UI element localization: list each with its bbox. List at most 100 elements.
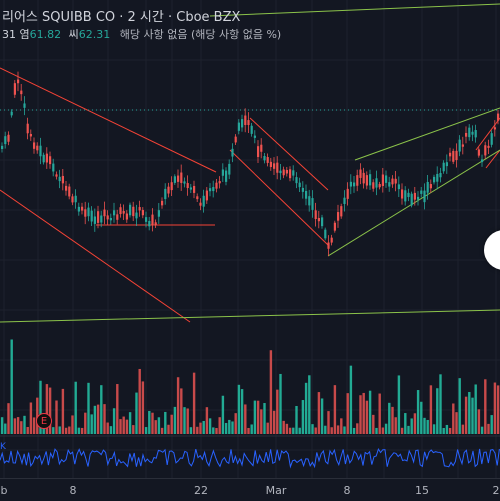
volume-bar (116, 384, 119, 434)
volume-bar (189, 427, 193, 434)
volume-bar (45, 384, 49, 434)
candle (7, 134, 10, 142)
volume-bar (164, 411, 167, 434)
candle (81, 206, 84, 211)
volume-bar (282, 420, 285, 434)
volume-bar (224, 423, 228, 434)
volume-bar (247, 427, 250, 434)
candle (65, 185, 68, 191)
volume-bar (250, 424, 253, 434)
time-tick: 8 (69, 484, 77, 497)
volume-bar (10, 339, 13, 434)
candle (401, 189, 404, 199)
candle (439, 172, 442, 178)
trendline (327, 149, 500, 257)
candle (199, 202, 202, 206)
candle (170, 182, 173, 191)
volume-bar (327, 411, 330, 434)
candle (340, 206, 343, 217)
candle (196, 196, 199, 200)
volume-bar (263, 403, 266, 434)
volume-bar (39, 380, 42, 434)
volume-bar (407, 425, 410, 434)
candle (292, 170, 295, 176)
ohlc-legend: 31 염61.82 씨62.31 해당 사항 없음 (해당 사항 없음 %) (2, 26, 281, 42)
volume-bar (125, 419, 129, 434)
candle (58, 176, 61, 182)
candle (4, 136, 7, 145)
volume-bar (490, 415, 493, 434)
candle (493, 127, 496, 130)
volume-bar (292, 427, 295, 434)
candle (218, 181, 221, 184)
candle (433, 176, 436, 183)
volume-bar (397, 375, 401, 434)
volume-bar (285, 423, 289, 434)
candle (129, 204, 132, 216)
volume-bar (324, 425, 327, 434)
volume-bar (84, 412, 87, 434)
candle (39, 145, 42, 157)
volume-bar (279, 373, 282, 434)
candle (465, 132, 468, 137)
time-axis[interactable]: b 8 22 Mar 8 15 2 (0, 478, 500, 501)
candle (138, 207, 141, 211)
volume-bar (336, 425, 340, 434)
volume-bar (55, 400, 58, 434)
candle (93, 216, 96, 224)
candle (205, 190, 208, 201)
volume-bar (333, 385, 337, 434)
candle (337, 212, 340, 221)
candle (90, 210, 93, 222)
candle (410, 193, 413, 206)
candle (13, 83, 16, 95)
candle (394, 178, 397, 184)
candle (77, 206, 80, 212)
volume-bar (311, 424, 314, 434)
candle (429, 184, 432, 189)
candle (145, 217, 148, 222)
candle (148, 220, 151, 227)
volume-bar (61, 388, 65, 434)
volume-bar (266, 422, 269, 434)
candle (116, 214, 119, 220)
oscillator-label: K (0, 442, 6, 452)
candle (285, 169, 288, 174)
candle (61, 175, 64, 184)
candle (234, 136, 237, 143)
candle (1, 145, 4, 150)
trendline (354, 107, 500, 161)
earnings-marker[interactable]: E (36, 413, 52, 429)
candle (282, 169, 285, 176)
candle (74, 195, 77, 203)
symbol-title[interactable]: 리어스 SQUIBB CO · 2 시간 · Cboe BZX (2, 10, 241, 25)
candle (29, 133, 32, 137)
candle (237, 122, 240, 131)
volume-bar (461, 424, 465, 434)
ohlc-prefix: 31 (2, 28, 16, 41)
candle (221, 169, 224, 176)
candle (317, 218, 320, 222)
volume-bar (32, 417, 36, 434)
volume-bar (260, 409, 263, 434)
candle (260, 144, 263, 152)
oscillator-line (0, 447, 500, 469)
volume-bar (231, 421, 234, 434)
candle (109, 217, 112, 221)
candle (369, 174, 372, 186)
candle (106, 215, 109, 220)
candle (455, 150, 458, 161)
volume-bar (58, 426, 61, 434)
candle (113, 210, 116, 216)
volume-bar (135, 392, 138, 434)
candle (225, 170, 228, 182)
volume-bar (436, 388, 439, 434)
scroll-to-latest-button[interactable] (484, 230, 500, 270)
volume-bar (468, 392, 471, 434)
candle (36, 145, 39, 151)
candle (45, 153, 48, 163)
price-chart[interactable] (0, 0, 500, 478)
candle (125, 213, 128, 220)
volume-bar (276, 389, 279, 434)
candle (68, 186, 71, 197)
